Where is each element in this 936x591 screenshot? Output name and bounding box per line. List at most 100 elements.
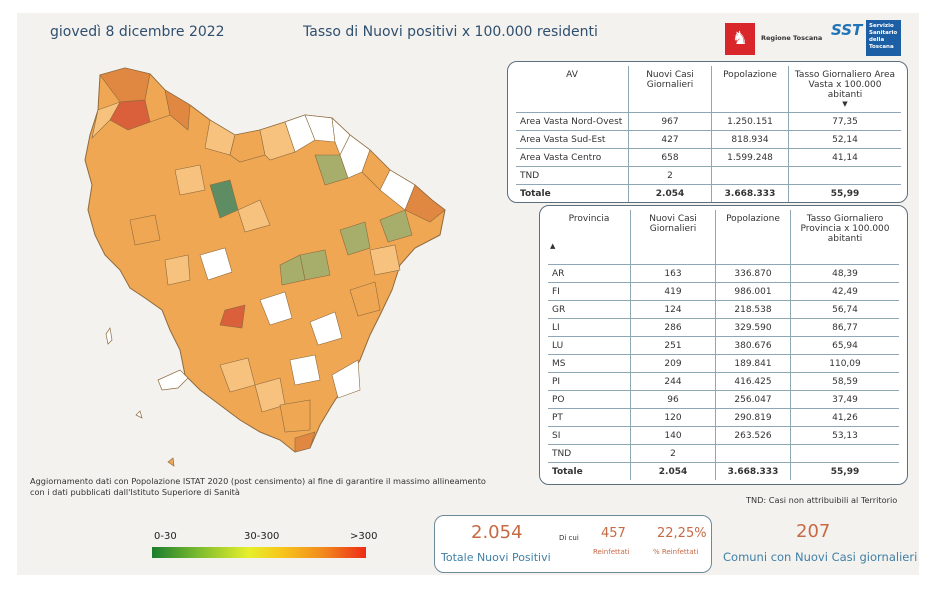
table-cell: 55,99 [788,184,901,202]
table-cell: 244 [630,372,716,391]
kpi-di-cui-label: Di cui [559,534,579,542]
area-vasta-table: AV Nuovi Casi Giornalieri Popolazione Ta… [516,66,901,202]
table-cell: GR [548,300,631,319]
table-row: PI 244 416.425 58,59 [548,372,899,391]
table-row: GR 124 218.538 56,74 [548,300,899,319]
data-update-note: Aggiornamento dati con Popolazione ISTAT… [30,476,486,497]
table-cell: MS [548,354,631,373]
column-header[interactable]: Popolazione [715,210,791,265]
legend-gradient-bar [152,547,366,558]
table-cell: 2.054 [630,462,716,480]
table-cell: AR [548,264,631,283]
table-cell: Area Vasta Centro [516,148,629,167]
provincia-table: Provincia ▲ Nuovi Casi Giornalieri Popol… [548,210,899,480]
island-shape [105,327,113,345]
sort-descending-icon: ▼ [842,100,848,108]
column-header[interactable]: AV [566,70,578,80]
table-row: Area Vasta Centro 658 1.599.248 41,14 [516,148,901,167]
table-cell: 2 [628,166,712,185]
table-row: AR 163 336.870 48,39 [548,264,899,283]
sst-label-line: della [869,37,885,43]
regione-toscana-logo: ♞ Regione Toscana [725,23,822,57]
column-header[interactable]: Nuovi Casi Giornalieri [628,66,712,113]
table-cell [715,444,791,463]
column-header-sorted[interactable]: Tasso Giornaliero Area Vasta x 100.000 a… [788,66,901,113]
table-row: PO 96 256.047 37,49 [548,390,899,409]
table-row: MS 209 189.841 110,09 [548,354,899,373]
table-cell: 218.538 [715,300,791,319]
kpi-card-positives: 2.054 Totale Nuovi Positivi Di cui 457 R… [434,515,712,573]
table-cell [790,444,899,463]
table-cell: 56,74 [790,300,899,319]
table-cell: 286 [630,318,716,337]
pegasus-icon: ♞ [725,23,755,55]
table-cell: 336.870 [715,264,791,283]
table-cell: TND [516,166,629,185]
regione-toscana-label: Regione Toscana [761,34,823,42]
kpi-reinfections-label: Reinfettati [593,548,630,556]
sst-logo: SST Servizio Sanitario della Toscana [831,20,901,56]
legend-label-high: >300 [350,531,378,542]
table-cell: 96 [630,390,716,409]
sst-label-box: Servizio Sanitario della Toscana [866,20,901,56]
table-cell: 256.047 [715,390,791,409]
table-cell: 1.599.248 [711,148,789,167]
table-cell: 53,13 [790,426,899,445]
sst-label-line: Sanitario [869,30,898,36]
provincia-table-body: AR 163 336.870 48,39 FI 419 986.001 42,49 GR 12… [548,264,899,480]
column-header-label: Provincia [568,214,610,224]
table-total-row: Totale 2.054 3.668.333 55,99 [516,184,901,202]
column-header[interactable]: Popolazione [711,66,789,113]
table-cell: Totale [516,184,629,202]
table-cell: 189.841 [715,354,791,373]
kpi-total-value: 2.054 [471,522,523,543]
table-cell: Area Vasta Nord-Ovest [516,112,629,131]
table-cell: 41,14 [788,148,901,167]
island-shape [157,369,189,391]
column-header[interactable]: Tasso Giornaliero Provincia x 100.000 ab… [790,210,899,265]
table-cell: 419 [630,282,716,301]
table-cell [788,166,901,185]
table-cell: SI [548,426,631,445]
legend-label-mid: 30-300 [244,531,280,542]
table-cell: 163 [630,264,716,283]
municipality-shapes [91,67,446,453]
area-vasta-table-card: AV Nuovi Casi Giornalieri Popolazione Ta… [507,61,908,203]
table-cell: 140 [630,426,716,445]
table-row: LU 251 380.676 65,94 [548,336,899,355]
table-cell: 37,49 [790,390,899,409]
report-date: giovedì 8 dicembre 2022 [50,24,225,40]
table-cell: PO [548,390,631,409]
table-total-row: Totale 2.054 3.668.333 55,99 [548,462,899,480]
table-cell: LI [548,318,631,337]
table-cell: Totale [548,462,631,480]
table-cell: 124 [630,300,716,319]
table-cell: PT [548,408,631,427]
tuscany-choropleth-map [84,67,446,467]
table-cell: 3.668.333 [715,462,791,480]
kpi-reinfections-value: 457 [601,526,626,541]
table-cell: 86,77 [790,318,899,337]
column-header-sorted[interactable]: Provincia ▲ [548,210,631,265]
table-cell: 263.526 [715,426,791,445]
table-cell: 658 [628,148,712,167]
table-cell: 290.819 [715,408,791,427]
table-cell: 329.590 [715,318,791,337]
table-row: FI 419 986.001 42,49 [548,282,899,301]
table-cell: 380.676 [715,336,791,355]
table-cell: 77,35 [788,112,901,131]
table-cell: Area Vasta Sud-Est [516,130,629,149]
table-cell: 48,39 [790,264,899,283]
table-row: SI 140 263.526 53,13 [548,426,899,445]
table-cell: 986.001 [715,282,791,301]
legend-label-low: 0-30 [154,531,177,542]
provincia-table-card: Provincia ▲ Nuovi Casi Giornalieri Popol… [539,205,908,485]
table-cell: TND [548,444,631,463]
table-cell: 55,99 [790,462,899,480]
kpi-reinf-pct-label: % Reinfettati [653,548,699,556]
table-cell: 1.250.151 [711,112,789,131]
column-header[interactable]: Nuovi Casi Giornalieri [630,210,716,265]
island-shape [167,457,175,467]
table-cell: 427 [628,130,712,149]
table-cell: 2.054 [628,184,712,202]
